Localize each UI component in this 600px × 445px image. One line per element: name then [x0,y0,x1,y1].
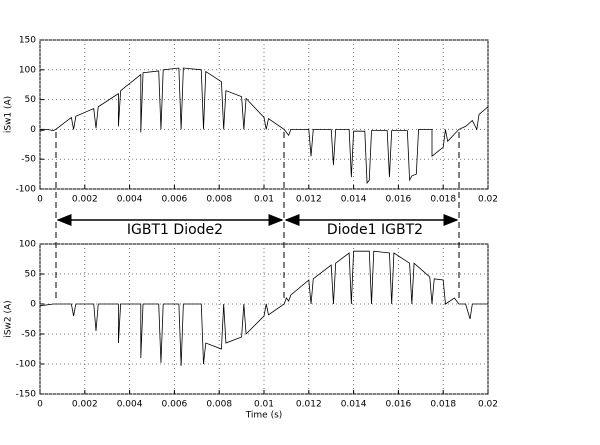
y-tick-label: 50 [25,270,37,280]
phase-label: Diode1 IGBT2 [327,222,423,238]
x-tick-label: 0.016 [386,400,412,410]
y-tick-label: 100 [19,240,36,250]
y-tick-label: -100 [16,360,37,370]
x-tick-label: 0.01 [254,400,274,410]
x-tick-label: 0.012 [296,195,322,205]
x-tick-label: 0.016 [386,195,412,205]
x-tick-label: 0.018 [430,195,456,205]
x-tick-label: 0.014 [341,195,367,205]
y-tick-label: -150 [16,390,37,400]
x-tick-label: 0.008 [206,400,232,410]
y-tick-label: 150 [19,36,36,46]
x-tick-label: 0.006 [162,195,188,205]
x-tick-label: 0.004 [117,195,143,205]
y-tick-label: -50 [21,330,36,340]
subplot: -100 -50 0 50 100 150 0 0.002 0.004 0.006 0.008 0.0… [4,36,499,205]
y-tick-label: -50 [21,155,36,165]
phase-markers [55,132,460,300]
x-tick-label: 0 [37,195,43,205]
plot-area [39,39,489,190]
y-axis-label: iSw2 (A) [4,300,14,337]
x-tick-label: 0.02 [478,195,498,205]
series-line [39,250,488,366]
x-tick-label: 0.02 [478,400,498,410]
y-axis-label: iSw1 (A) [4,96,14,133]
phase-label: IGBT1 Diode2 [127,222,223,238]
y-tick-label: -100 [16,185,37,195]
y-tick-label: 50 [25,95,37,105]
x-tick-label: 0.01 [254,195,274,205]
x-tick-label: 0.002 [72,400,98,410]
x-axis-label: Time (s) [245,411,283,421]
y-tick-label: 100 [19,65,36,75]
x-tick-label: 0.008 [206,195,232,205]
subplot: -150 -100 -50 0 50 100 0 0.002 0.004 0.006 0.008 0.… [4,240,499,421]
x-tick-label: 0.006 [162,400,188,410]
plot-area [39,243,489,395]
x-tick-label: 0.004 [117,400,143,410]
x-tick-label: 0.002 [72,195,98,205]
x-tick-label: 0 [37,400,43,410]
y-tick-label: 0 [30,300,36,310]
x-tick-label: 0.014 [341,400,367,410]
y-tick-label: 0 [30,125,36,135]
x-tick-label: 0.018 [430,400,456,410]
x-tick-label: 0.012 [296,400,322,410]
series-line [39,67,489,185]
